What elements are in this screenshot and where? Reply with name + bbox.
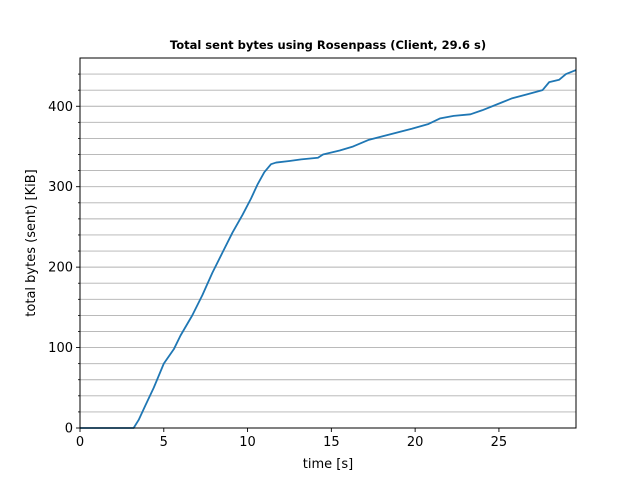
x-tick-label: 5	[160, 435, 168, 450]
x-tick-label: 10	[239, 435, 256, 450]
plot-frame	[79, 57, 577, 429]
x-tick-label: 0	[76, 435, 84, 450]
y-tick-label: 400	[48, 100, 73, 115]
x-tick-label: 20	[407, 435, 424, 450]
y-tick-label: 100	[48, 341, 73, 356]
series-line	[80, 69, 577, 429]
chart-title: Total sent bytes using Rosenpass (Client…	[170, 38, 486, 52]
x-axis: 0 5 10 15 20 25	[76, 428, 507, 450]
x-tick-label: 25	[491, 435, 508, 450]
x-axis-title: time [s]	[303, 457, 353, 472]
y-tick-label: 300	[48, 180, 73, 195]
y-tick-label: 200	[48, 261, 73, 276]
y-axis: 0 100 200 300 400	[48, 100, 80, 437]
grid-lines	[80, 73, 576, 413]
y-tick-label: 0	[65, 422, 73, 437]
y-axis-title: total bytes (sent) [KiB]	[24, 169, 39, 316]
x-tick-label: 15	[323, 435, 340, 450]
